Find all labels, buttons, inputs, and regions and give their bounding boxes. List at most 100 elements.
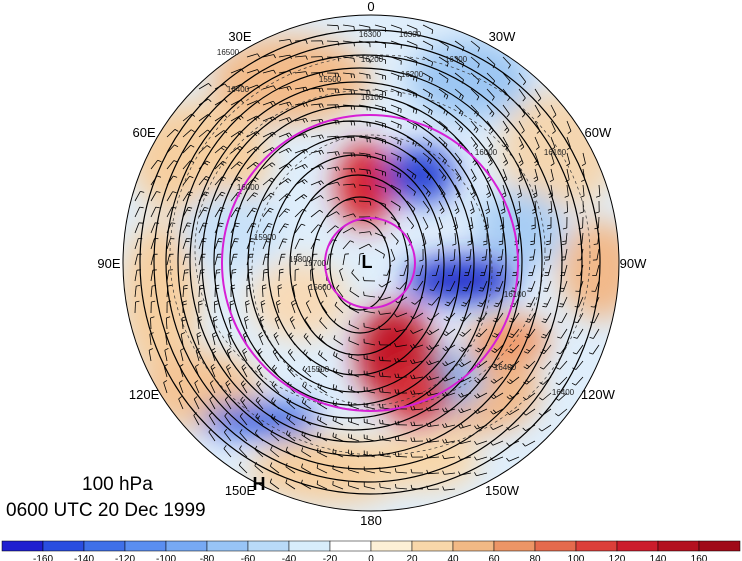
- wind-barb-feather: [236, 163, 241, 167]
- wind-barb-feather: [363, 291, 365, 296]
- wind-barb-feather: [379, 435, 381, 440]
- wind-barb-feather: [223, 445, 227, 449]
- colorbar-swatch: [124, 540, 167, 552]
- wind-barb-feather: [394, 328, 397, 332]
- wind-barb-feather: [310, 268, 315, 271]
- wind-barb-feather: [288, 432, 291, 437]
- wind-barb: [530, 280, 536, 292]
- wind-barb-feather: [439, 227, 443, 230]
- wind-barb-feather: [506, 457, 510, 462]
- wind-barb-feather: [248, 269, 253, 271]
- wind-barb-feather: [237, 132, 241, 136]
- wind-barb-feather: [320, 352, 323, 357]
- wind-barb-feather: [226, 382, 231, 387]
- wind-barb: [470, 56, 480, 65]
- wind-barb-feather: [490, 145, 494, 150]
- wind-barb-feather: [526, 305, 531, 308]
- wind-barb-feather: [289, 39, 292, 44]
- wind-barb-feather: [428, 109, 431, 114]
- wind-barb-feather: [369, 170, 371, 175]
- wind-barb-feather: [442, 439, 445, 444]
- wind-barb: [286, 433, 296, 442]
- wind-barb-feather: [366, 154, 368, 159]
- wind-barb-feather: [332, 239, 337, 242]
- wind-barb-feather: [286, 414, 289, 419]
- wind-barb: [364, 358, 376, 362]
- wind-barb: [406, 168, 417, 176]
- wind-barb-feather: [272, 100, 276, 105]
- wind-barb-feather: [394, 420, 397, 425]
- wind-barb-feather: [394, 373, 397, 378]
- wind-barb: [273, 335, 280, 346]
- wind-barb-feather: [268, 179, 273, 183]
- wind-barb: [566, 152, 571, 164]
- wind-barb-feather: [237, 116, 242, 121]
- wind-barb-feather: [446, 46, 449, 51]
- wind-barb: [301, 483, 312, 490]
- wind-barb: [193, 398, 200, 410]
- wind-barb: [134, 191, 141, 202]
- wind-barb: [292, 286, 296, 298]
- wind-barb: [214, 145, 224, 154]
- wind-barb: [317, 386, 328, 394]
- wind-barb: [278, 70, 290, 74]
- wind-barb: [150, 206, 157, 218]
- longitude-label: 150W: [485, 483, 520, 498]
- wind-barb-feather: [520, 146, 525, 150]
- wind-barb: [406, 104, 417, 111]
- wind-barb-feather: [519, 162, 524, 166]
- wind-barb-feather: [522, 97, 526, 102]
- wind-barb-feather: [552, 130, 556, 134]
- wind-barb: [194, 382, 200, 394]
- wind-barb-feather: [257, 53, 260, 58]
- wind-barb-feather: [348, 320, 351, 325]
- wind-barb: [230, 207, 238, 218]
- wind-barb-feather: [410, 484, 413, 489]
- wind-barb: [342, 24, 354, 27]
- wind-barb: [364, 295, 376, 298]
- wind-barb-feather: [318, 103, 321, 108]
- wind-barb-feather: [543, 318, 548, 321]
- wind-barb: [509, 408, 520, 416]
- wind-barb-feather: [321, 72, 324, 77]
- wind-barb-feather: [444, 144, 448, 149]
- wind-barb: [406, 120, 417, 127]
- wind-barb-feather: [149, 332, 154, 335]
- wind-barb-feather: [150, 316, 155, 319]
- wind-barb: [533, 232, 536, 245]
- wind-barb-feather: [353, 213, 356, 218]
- wind-barb-feather: [183, 284, 188, 287]
- wind-barb: [318, 337, 328, 346]
- wind-barb: [358, 200, 371, 202]
- wind-barb-feather: [288, 163, 292, 167]
- wind-barb-feather: [394, 358, 397, 363]
- wind-barb: [198, 145, 208, 154]
- wind-barb-feather: [242, 399, 246, 403]
- wind-barb-feather: [578, 227, 583, 230]
- wind-barb: [422, 120, 433, 128]
- wind-barb: [428, 424, 440, 427]
- wind-barb-feather: [200, 272, 205, 274]
- wind-barb: [326, 24, 339, 27]
- wind-barb: [460, 424, 472, 429]
- wind-barb-feather: [305, 335, 309, 340]
- wind-barb-feather: [227, 366, 231, 371]
- wind-barb-feather: [272, 131, 276, 136]
- wind-barb: [431, 296, 440, 306]
- wind-barb-feather: [397, 357, 400, 362]
- wind-barb-feather: [426, 407, 429, 412]
- wind-barb-feather: [565, 179, 570, 182]
- wind-barb: [230, 130, 241, 138]
- wind-barb: [224, 399, 232, 410]
- wind-barb: [198, 222, 204, 234]
- wind-barb-feather: [252, 194, 256, 198]
- wind-barb: [182, 129, 192, 138]
- wind-barb: [541, 424, 552, 432]
- wind-barb: [454, 232, 457, 245]
- wind-barb-feather: [204, 162, 209, 166]
- wind-barb-feather: [252, 179, 257, 182]
- wind-barb-feather: [285, 430, 289, 435]
- wind-barb-feather: [517, 195, 522, 198]
- wind-barb-feather: [537, 98, 542, 102]
- wind-barb: [326, 254, 330, 266]
